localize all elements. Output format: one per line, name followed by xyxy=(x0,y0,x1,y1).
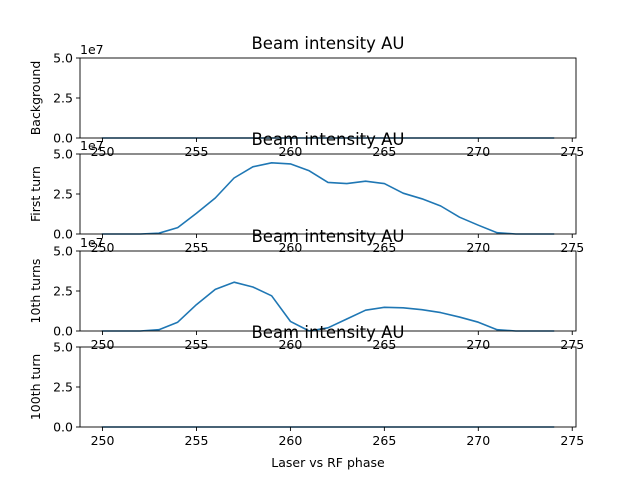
y-offset-label: 1e7 xyxy=(80,42,104,57)
y-tick-label: 5.0 xyxy=(53,147,73,162)
y-offset-label: 1e7 xyxy=(80,235,104,250)
y-tick-label: 2.5 xyxy=(53,91,73,106)
x-tick-label: 270 xyxy=(466,144,490,159)
x-tick-label: 255 xyxy=(185,337,209,352)
series-line-1 xyxy=(101,162,555,235)
y-tick-label: 2.5 xyxy=(53,284,73,299)
axes-frame xyxy=(79,346,577,428)
x-tick-label: 270 xyxy=(466,337,490,352)
axes-frame xyxy=(79,250,577,332)
y-tick-label: 2.5 xyxy=(53,380,73,395)
x-tick-label: 275 xyxy=(560,433,584,448)
x-tick-label: 275 xyxy=(560,144,584,159)
y-axis-label: First turn xyxy=(28,166,43,222)
y-tick-label: 0.0 xyxy=(53,131,73,146)
y-tick-label: 0.0 xyxy=(53,324,73,339)
y-axis-label: 10th turns xyxy=(28,259,43,324)
y-axis-label: 100th turn xyxy=(28,354,43,420)
axes-frame xyxy=(79,57,577,139)
x-tick-label: 255 xyxy=(185,240,209,255)
subplot-title: Beam intensity AU xyxy=(251,130,404,149)
x-tick-label: 265 xyxy=(372,337,396,352)
y-tick-label: 2.5 xyxy=(53,187,73,202)
x-tick-label: 265 xyxy=(372,144,396,159)
x-tick-label: 275 xyxy=(560,240,584,255)
x-tick-label: 265 xyxy=(372,433,396,448)
x-tick-label: 255 xyxy=(185,433,209,448)
x-tick-label: 250 xyxy=(91,433,115,448)
y-tick-label: 5.0 xyxy=(53,340,73,355)
y-tick-label: 0.0 xyxy=(53,420,73,435)
x-tick-label: 260 xyxy=(278,433,302,448)
subplot-title: Beam intensity AU xyxy=(251,227,404,246)
y-tick-label: 0.0 xyxy=(53,227,73,242)
x-tick-label: 260 xyxy=(278,144,302,159)
subplot-3: Beam intensity AU 0.0 2.5 5.0 250 255 260 265 27… xyxy=(28,227,584,352)
subplot-1: Beam intensity AU 0.0 2.5 5.0 250 255 260 265 27… xyxy=(28,34,584,159)
y-tick-label: 5.0 xyxy=(53,51,73,66)
y-tick-label: 5.0 xyxy=(53,244,73,259)
x-tick-label: 255 xyxy=(185,144,209,159)
x-tick-label: 275 xyxy=(560,337,584,352)
subplot-title: Beam intensity AU xyxy=(251,34,404,53)
x-tick-label: 260 xyxy=(278,337,302,352)
x-tick-label: 250 xyxy=(91,337,115,352)
x-axis-label: Laser vs RF phase xyxy=(271,455,385,470)
subplot-title: Beam intensity AU xyxy=(251,323,404,342)
x-tick-label: 270 xyxy=(466,433,490,448)
axes-frame xyxy=(79,153,577,235)
y-axis-label: Background xyxy=(28,61,43,136)
x-tick-label: 270 xyxy=(466,240,490,255)
y-offset-label: 1e7 xyxy=(80,138,104,153)
subplot-4: Beam intensity AU 0.0 2.5 5.0 250 255 260 265 27… xyxy=(28,323,584,470)
x-tick-label: 250 xyxy=(91,144,115,159)
